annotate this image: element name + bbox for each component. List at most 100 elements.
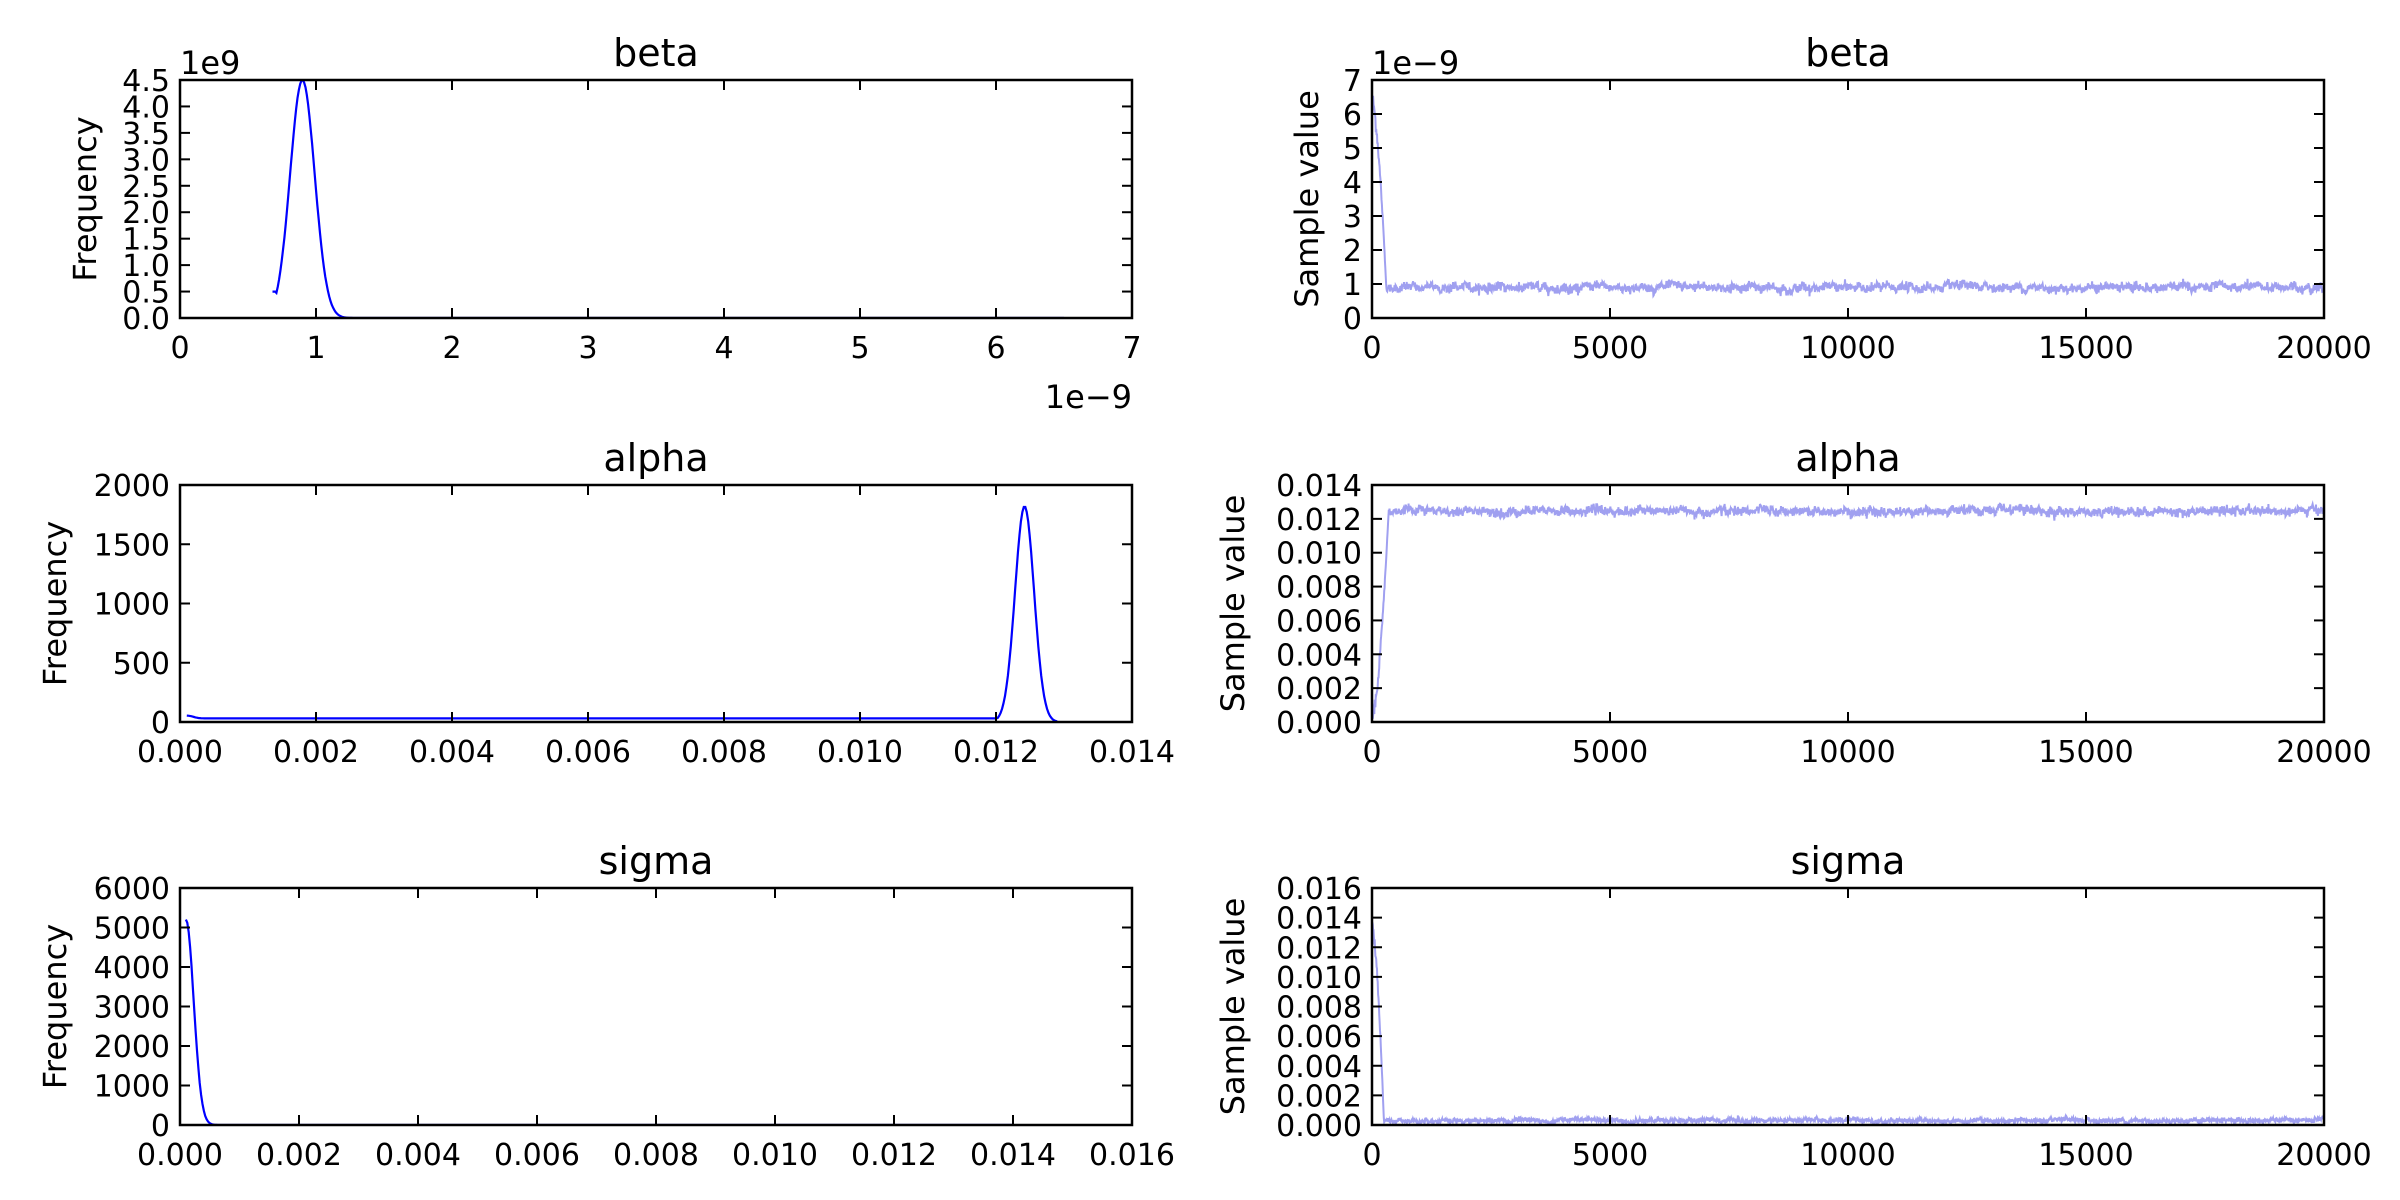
x-tick-label: 0 [1362, 735, 1381, 770]
subplot-4: 0 5000 10000 15000 20000 0.0000.0020.0040.006… [1214, 436, 2372, 770]
x-tick-label: 0.010 [817, 735, 903, 770]
y-offset-label: 1e−9 [1372, 44, 1459, 82]
subplot-5: 0.000 0.002 0.004 0.006 0.008 0.010 0.012 0.014… [36, 839, 1175, 1173]
subplot-title: sigma [1791, 839, 1906, 883]
y-tick-label: 5 [1343, 132, 1362, 167]
y-tick-label: 0 [151, 1109, 170, 1144]
x-tick-label: 5000 [1572, 331, 1648, 366]
series-line [272, 80, 1064, 318]
x-tick-label: 5000 [1572, 735, 1648, 770]
y-tick-label: 0.014 [1276, 469, 1362, 504]
series-line [1372, 500, 2324, 721]
y-tick-label: 4000 [94, 951, 170, 986]
y-tick-label: 1.5 [122, 223, 170, 258]
y-axis-label: Frequency [36, 521, 74, 686]
y-offset-label: 1e9 [180, 44, 240, 82]
y-tick-label: 2.5 [122, 170, 170, 205]
y-tick-label: 0.014 [1276, 902, 1362, 937]
y-tick-label: 4.0 [122, 90, 170, 125]
x-tick-label: 5000 [1572, 1138, 1648, 1173]
x-tick-label: 4 [714, 331, 733, 366]
axes-frame [1370, 886, 2326, 1127]
subplot-title: alpha [603, 436, 708, 480]
x-tick-label: 0.004 [409, 735, 495, 770]
y-tick-label: 1500 [94, 528, 170, 563]
x-tick-label: 0.014 [970, 1138, 1056, 1173]
series-line [1372, 95, 2324, 299]
y-tick-label: 0.0 [122, 302, 170, 337]
y-tick-label: 1000 [94, 588, 170, 623]
y-tick-label: 0.010 [1276, 961, 1362, 996]
y-tick-label: 6 [1343, 98, 1362, 133]
series-line [186, 505, 1058, 722]
x-tick-label: 15000 [2038, 735, 2133, 770]
x-tick-label: 0.012 [953, 735, 1039, 770]
x-tick-label: 15000 [2038, 1138, 2133, 1173]
y-tick-label: 1000 [94, 1070, 170, 1105]
y-tick-label: 0.004 [1276, 1050, 1362, 1085]
y-tick-label: 0.008 [1276, 991, 1362, 1026]
y-tick-label: 1.0 [122, 249, 170, 284]
y-axis-label: Frequency [36, 924, 74, 1089]
subplot-title: sigma [599, 839, 714, 883]
x-tick-label: 0.008 [681, 735, 767, 770]
y-tick-label: 0 [1343, 302, 1362, 337]
x-tick-label: 10000 [1800, 331, 1895, 366]
x-tick-label: 0.002 [256, 1138, 342, 1173]
x-tick-label: 15000 [2038, 331, 2133, 366]
y-tick-label: 0.002 [1276, 1079, 1362, 1114]
subplot-3: 0.000 0.002 0.004 0.006 0.008 0.010 0.012 0.014… [36, 436, 1175, 770]
y-tick-label: 2000 [94, 1030, 170, 1065]
y-tick-label: 0.000 [1276, 706, 1362, 741]
y-tick-label: 500 [113, 647, 170, 682]
x-tick-label: 0 [170, 331, 189, 366]
y-tick-label: 0.006 [1276, 604, 1362, 639]
y-tick-label: 4 [1343, 166, 1362, 201]
y-tick-label: 0.010 [1276, 537, 1362, 572]
x-tick-label: 0.010 [732, 1138, 818, 1173]
x-tick-label: 0.006 [545, 735, 631, 770]
y-tick-label: 0.000 [1276, 1109, 1362, 1144]
series-line [184, 919, 1013, 1125]
x-tick-label: 5 [850, 331, 869, 366]
y-tick-label: 2 [1343, 234, 1362, 269]
x-tick-label: 0.014 [1089, 735, 1175, 770]
y-tick-label: 0.012 [1276, 931, 1362, 966]
subplot-6: 0 5000 10000 15000 20000 0.0000.0020.0040.006… [1214, 839, 2372, 1173]
x-tick-label: 7 [1122, 331, 1141, 366]
y-tick-label: 6000 [94, 872, 170, 907]
axes-frame [178, 886, 1134, 1127]
x-tick-label: 0 [1362, 331, 1381, 366]
axes-frame [1370, 483, 2326, 724]
y-tick-label: 5000 [94, 912, 170, 947]
y-tick-label: 2000 [94, 469, 170, 504]
y-tick-label: 4.5 [122, 64, 170, 99]
y-axis-label: Frequency [66, 116, 104, 281]
y-axis-label: Sample value [1288, 90, 1326, 308]
y-tick-label: 0.012 [1276, 503, 1362, 538]
y-tick-label: 0.5 [122, 276, 170, 311]
x-tick-label: 20000 [2276, 1138, 2371, 1173]
x-tick-label: 20000 [2276, 331, 2371, 366]
y-tick-label: 3000 [94, 991, 170, 1026]
x-tick-label: 6 [986, 331, 1005, 366]
x-tick-label: 10000 [1800, 735, 1895, 770]
x-tick-label: 10000 [1800, 1138, 1895, 1173]
axes-frame [178, 483, 1134, 724]
subplot-title: alpha [1795, 436, 1900, 480]
x-tick-label: 0.006 [494, 1138, 580, 1173]
y-tick-label: 3 [1343, 200, 1362, 235]
x-tick-label: 0.016 [1089, 1138, 1175, 1173]
x-tick-label: 0.000 [137, 735, 223, 770]
y-tick-label: 3.0 [122, 143, 170, 178]
y-axis-label: Sample value [1214, 898, 1252, 1116]
y-tick-label: 2.0 [122, 196, 170, 231]
y-tick-label: 0.002 [1276, 672, 1362, 707]
x-tick-label: 0 [1362, 1138, 1381, 1173]
subplot-title: beta [613, 31, 699, 75]
y-tick-label: 0 [151, 706, 170, 741]
y-tick-label: 1 [1343, 268, 1362, 303]
x-tick-label: 0.012 [851, 1138, 937, 1173]
